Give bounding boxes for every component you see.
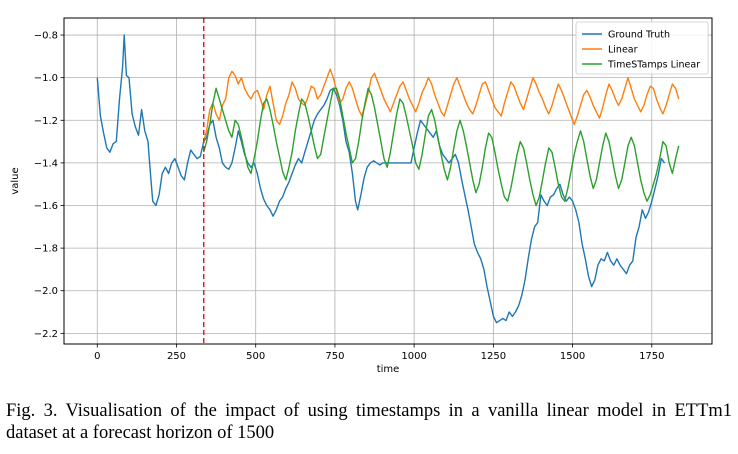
series-line-linear: [203, 68, 680, 142]
y-tick-label: −1.6: [34, 201, 58, 212]
series-line-ground-truth: [96, 34, 666, 324]
plot-frame: [63, 17, 713, 345]
line-chart: 0 250 500 750 1000 1250 1500 1750 −2.2−2.0−1.8−…: [10, 17, 713, 375]
legend-box: [575, 21, 709, 75]
x-tick-label: 500: [246, 351, 265, 362]
y-axis-label: value: [10, 167, 21, 194]
y-tick-label: −2.2: [34, 329, 58, 340]
y-axis: −2.2 −2.0 −1.8 −1.6 −1.4 −1.2 −1.0 −0.8: [34, 31, 64, 340]
caption-label: Fig. 3.: [6, 401, 58, 421]
y-tick-label: −1.8: [34, 244, 58, 255]
x-tick-label: 1750: [639, 351, 664, 362]
x-axis: 0 250 500 750 1000 1250 1500 1750: [94, 344, 665, 362]
x-tick-label: 250: [167, 351, 186, 362]
x-tick-label: 0: [94, 351, 100, 362]
series-line-timestamps-linear: [203, 87, 680, 207]
y-tick-label: −0.8: [34, 31, 58, 42]
y-tick-label: −1.0: [34, 73, 58, 84]
y-tick-label: −1.4: [34, 158, 58, 169]
x-tick-label: 1000: [401, 351, 426, 362]
series-lines: [96, 34, 680, 324]
caption-text: Visualisation of the impact of using tim…: [6, 401, 733, 443]
legend-label: TimeSTamps Linear: [607, 60, 700, 71]
y-tick-label: −2.0: [34, 286, 58, 297]
legend: Ground Truth Linear TimeSTamps Linear: [575, 21, 709, 75]
y-tick-label: −1.2: [34, 116, 58, 127]
x-tick-label: 1250: [481, 351, 506, 362]
x-axis-label: time: [377, 364, 400, 375]
x-tick-label: 750: [325, 351, 344, 362]
figure-caption: Fig. 3. Visualisation of the impact of us…: [6, 400, 732, 444]
legend-label: Linear: [608, 45, 638, 56]
legend-label: Ground Truth: [608, 30, 670, 41]
x-tick-label: 1500: [560, 351, 585, 362]
